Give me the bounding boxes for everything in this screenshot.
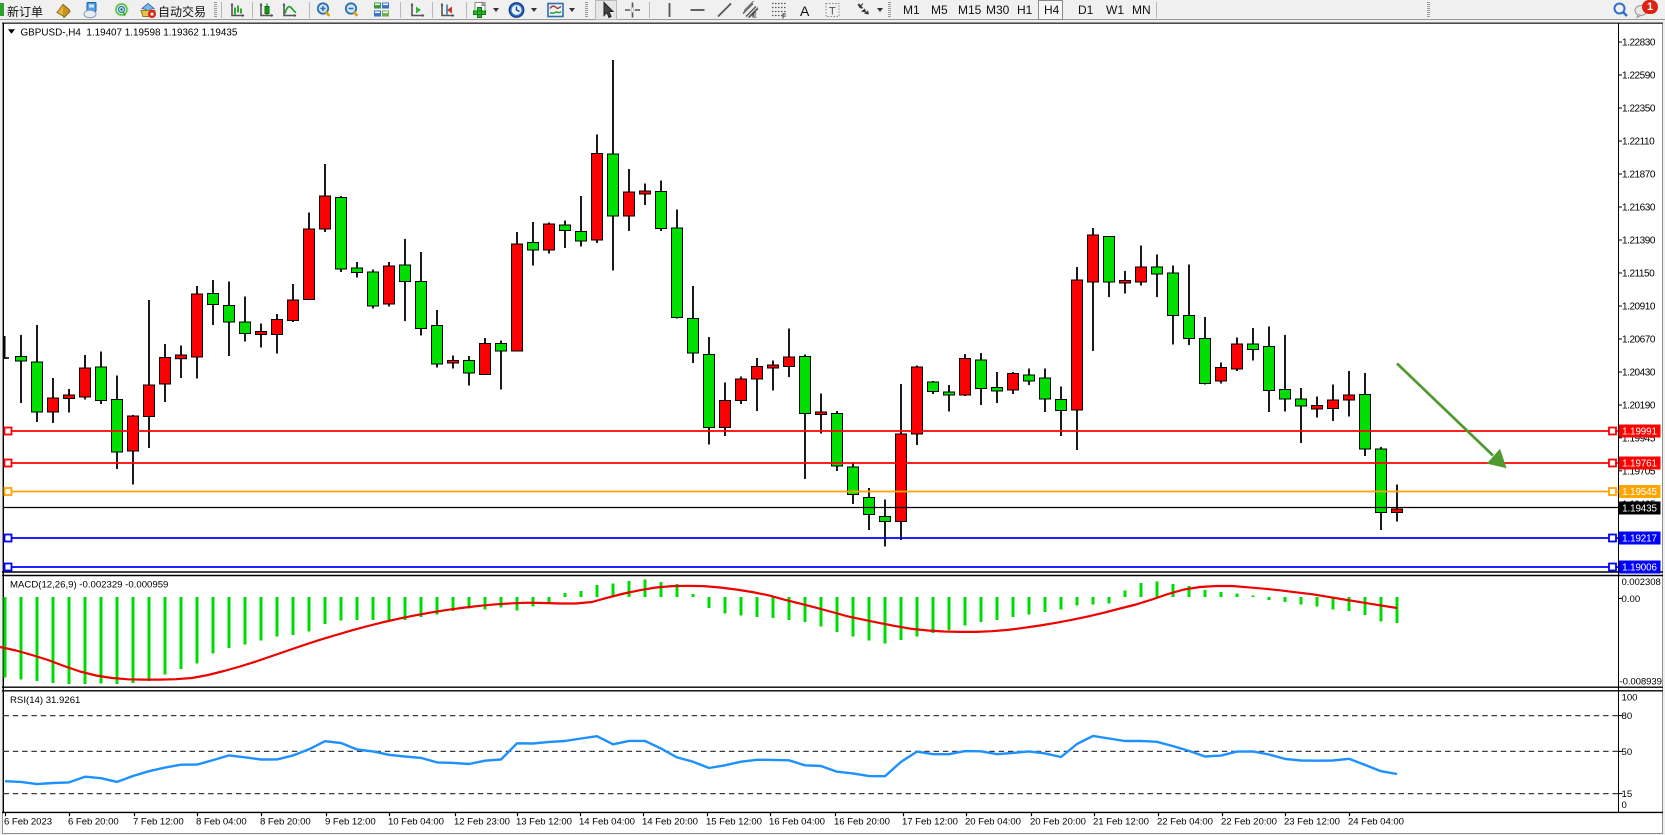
svg-text:E: E [752, 13, 757, 20]
svg-text:1.19217: 1.19217 [1622, 534, 1657, 545]
svg-text:1.19991: 1.19991 [1622, 427, 1657, 438]
svg-text:16 Feb 20:00: 16 Feb 20:00 [834, 817, 890, 828]
svg-text:1.21150: 1.21150 [1622, 269, 1655, 280]
svg-text:1.19545: 1.19545 [1622, 487, 1657, 498]
svg-text:10 Feb 04:00: 10 Feb 04:00 [388, 817, 444, 828]
svg-text:15: 15 [1622, 789, 1633, 800]
svg-text:23 Feb 12:00: 23 Feb 12:00 [1284, 817, 1340, 828]
svg-text:1.19435: 1.19435 [1622, 504, 1657, 515]
svg-text:50: 50 [1622, 747, 1633, 758]
svg-text:1.20430: 1.20430 [1622, 368, 1656, 379]
svg-text:24 Feb 04:00: 24 Feb 04:00 [1348, 817, 1404, 828]
svg-text:F: F [782, 14, 787, 20]
svg-text:20 Feb 04:00: 20 Feb 04:00 [965, 817, 1021, 828]
svg-text:1.22830: 1.22830 [1622, 38, 1656, 49]
svg-text:0: 0 [1622, 800, 1627, 811]
svg-text:17 Feb 12:00: 17 Feb 12:00 [902, 817, 958, 828]
svg-text:20 Feb 20:00: 20 Feb 20:00 [1030, 817, 1086, 828]
svg-text:14 Feb 04:00: 14 Feb 04:00 [579, 817, 635, 828]
svg-text:1.19761: 1.19761 [1622, 459, 1657, 470]
svg-text:80: 80 [1622, 711, 1633, 722]
svg-text:RSI(14) 31.9261: RSI(14) 31.9261 [10, 695, 80, 706]
svg-text:GBPUSD-,H4 1.19407 1.19598 1.: GBPUSD-,H4 1.19407 1.19598 1.19362 1.194… [21, 28, 238, 39]
svg-text:12 Feb 23:00: 12 Feb 23:00 [454, 817, 510, 828]
svg-text:1.20670: 1.20670 [1622, 335, 1656, 346]
svg-text:8 Feb 04:00: 8 Feb 04:00 [196, 817, 247, 828]
svg-text:22 Feb 04:00: 22 Feb 04:00 [1157, 817, 1213, 828]
svg-text:6 Feb 2023: 6 Feb 2023 [4, 817, 52, 828]
svg-text:1.22590: 1.22590 [1622, 71, 1656, 82]
svg-text:1.19006: 1.19006 [1622, 563, 1657, 574]
svg-text:16 Feb 04:00: 16 Feb 04:00 [769, 817, 825, 828]
svg-text:13 Feb 12:00: 13 Feb 12:00 [516, 817, 572, 828]
svg-text:1.19705: 1.19705 [1622, 466, 1656, 477]
svg-text:MACD(12,26,9) -0.002329 -0.000: MACD(12,26,9) -0.002329 -0.000959 [10, 580, 168, 591]
svg-text:1.21630: 1.21630 [1622, 203, 1656, 214]
svg-text:22 Feb 20:00: 22 Feb 20:00 [1221, 817, 1277, 828]
svg-text:21 Feb 12:00: 21 Feb 12:00 [1093, 817, 1149, 828]
svg-text:9 Feb 12:00: 9 Feb 12:00 [325, 817, 376, 828]
svg-text:8 Feb 20:00: 8 Feb 20:00 [260, 817, 311, 828]
svg-text:T: T [829, 6, 836, 18]
svg-text:1.20910: 1.20910 [1622, 302, 1656, 313]
svg-text:1.21870: 1.21870 [1622, 170, 1656, 181]
svg-text:15 Feb 12:00: 15 Feb 12:00 [706, 817, 762, 828]
svg-text:14 Feb 20:00: 14 Feb 20:00 [642, 817, 698, 828]
svg-text:1.19945: 1.19945 [1622, 433, 1656, 444]
svg-text:1.21390: 1.21390 [1622, 236, 1656, 247]
svg-text:1.22110: 1.22110 [1622, 137, 1655, 148]
svg-text:1.20190: 1.20190 [1622, 401, 1656, 412]
svg-text:0.002308: 0.002308 [1622, 577, 1661, 588]
svg-text:1.22350: 1.22350 [1622, 104, 1656, 115]
svg-text:7 Feb 12:00: 7 Feb 12:00 [133, 817, 184, 828]
svg-text:6 Feb 20:00: 6 Feb 20:00 [68, 817, 119, 828]
svg-text:100: 100 [1622, 693, 1638, 704]
svg-text:0.00: 0.00 [1622, 594, 1641, 605]
svg-text:-0.008939: -0.008939 [1620, 677, 1662, 688]
